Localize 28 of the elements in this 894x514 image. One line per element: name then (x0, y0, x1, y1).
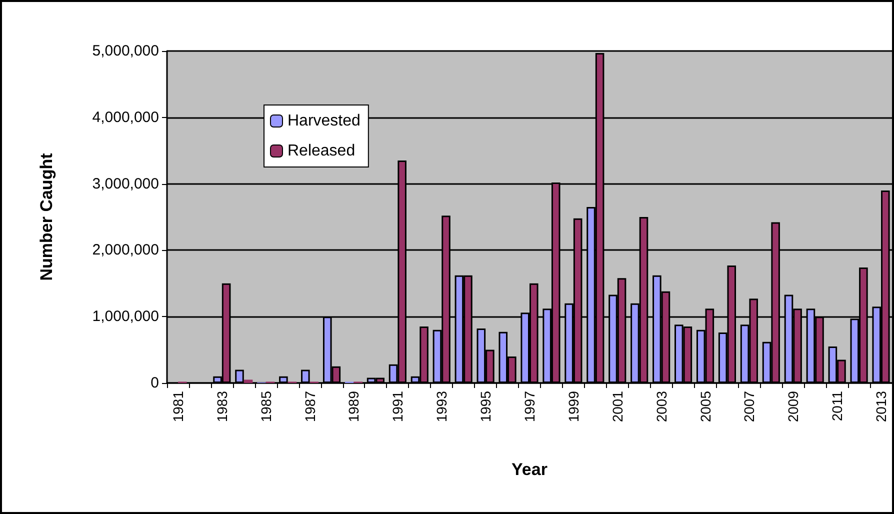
x-tick-label: 2007 (741, 390, 758, 422)
x-tick-label: 1981 (170, 390, 186, 422)
x-tick-label: 1993 (434, 390, 450, 422)
x-tick-label: 1987 (302, 390, 318, 422)
x-tick-label: 2011 (829, 390, 846, 422)
x-tick-label: 2013 (873, 390, 890, 422)
bar (244, 380, 253, 383)
y-tick-label: 1,000,000 (92, 308, 159, 326)
y-tick-label: 4,000,000 (92, 108, 159, 126)
x-tick-label: 1989 (346, 390, 362, 422)
x-tick-label: 1999 (565, 390, 582, 422)
y-tick-label: 3,000,000 (92, 175, 159, 192)
legend-label: Harvested (288, 112, 360, 130)
x-tick-label: 1983 (214, 390, 230, 422)
x-tick-label: 2005 (697, 390, 714, 422)
legend-label: Released (288, 142, 356, 160)
y-axis-title: Number Caught (37, 152, 56, 281)
x-tick-label: 2001 (609, 390, 626, 422)
x-tick-label: 2003 (653, 390, 670, 422)
x-tick-label: 1991 (390, 390, 406, 422)
x-tick-label: 1997 (522, 390, 538, 422)
x-tick-label: 1985 (258, 390, 274, 422)
y-tick-label: 0 (150, 374, 159, 392)
y-tick-label: 2,000,000 (92, 242, 159, 259)
x-axis-title: Year (512, 460, 548, 479)
y-tick-label: 5,000,000 (92, 42, 159, 60)
x-tick-label: 2009 (785, 390, 802, 422)
x-tick-label: 1995 (478, 390, 494, 422)
